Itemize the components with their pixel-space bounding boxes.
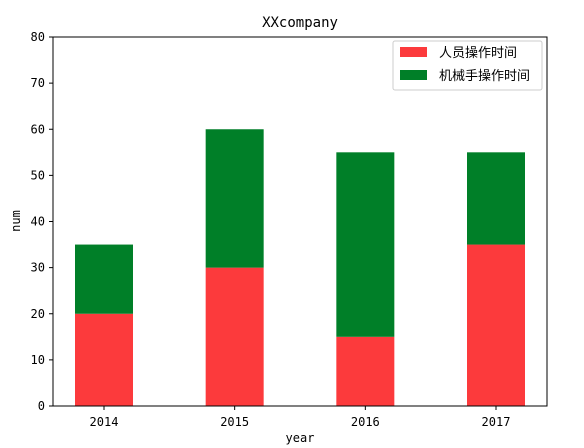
bar-2017-series-2 xyxy=(467,152,525,245)
bars-layer xyxy=(75,129,525,406)
bar-2016-series-1 xyxy=(336,336,395,406)
legend-box xyxy=(392,40,543,91)
bar-2015-series-2 xyxy=(205,129,264,268)
x-tick-label: 2016 xyxy=(351,415,380,429)
legend: 人员操作时间 机械手操作时间 xyxy=(392,40,543,91)
bar-2014-series-1 xyxy=(75,313,133,406)
chart-title: XXcompany xyxy=(262,15,338,31)
plot-frame xyxy=(52,36,548,407)
legend-label-1: 人员操作时间 xyxy=(439,45,517,61)
y-tick-label: 80 xyxy=(31,30,45,44)
bar-2016-series-2 xyxy=(336,152,395,337)
y-tick-label: 10 xyxy=(31,353,45,367)
x-tick-label: 2017 xyxy=(482,415,511,429)
legend-swatch-1 xyxy=(400,47,427,57)
y-tick-label: 60 xyxy=(31,122,45,136)
y-tick-label: 50 xyxy=(31,168,45,182)
legend-label-2: 机械手操作时间 xyxy=(439,68,530,84)
bar-2014-series-2 xyxy=(75,244,133,314)
x-axis-label: year xyxy=(286,431,315,445)
x-axis-ticks: 2014 2015 2016 2017 xyxy=(90,406,511,429)
y-tick-label: 30 xyxy=(31,261,45,275)
x-tick-label: 2015 xyxy=(220,415,249,429)
y-axis-label: num xyxy=(9,210,23,232)
bar-2015-series-1 xyxy=(205,267,264,406)
x-tick-label: 2014 xyxy=(90,415,119,429)
y-tick-label: 20 xyxy=(31,307,45,321)
y-tick-label: 0 xyxy=(38,399,45,413)
y-axis-ticks: 0 10 20 30 40 50 60 70 80 xyxy=(31,30,53,413)
legend-swatch-2 xyxy=(400,70,427,80)
bar-2017-series-1 xyxy=(467,244,525,406)
y-tick-label: 70 xyxy=(31,76,45,90)
y-tick-label: 40 xyxy=(31,215,45,229)
